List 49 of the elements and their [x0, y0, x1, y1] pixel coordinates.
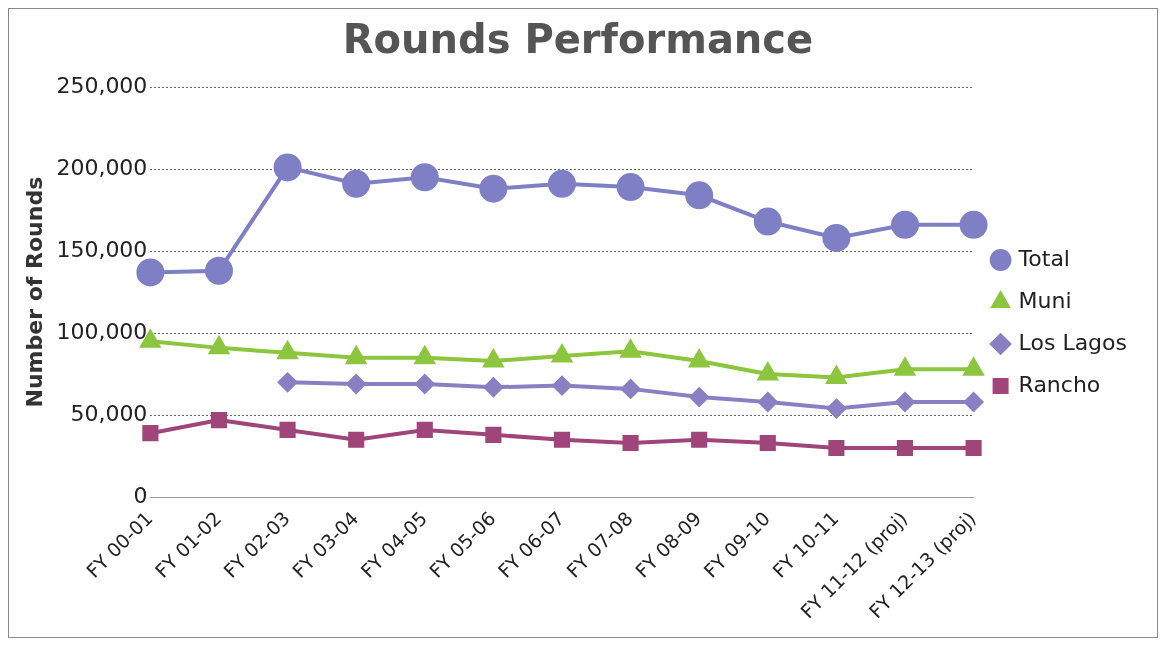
point — [753, 207, 782, 236]
point — [963, 392, 984, 413]
point — [890, 210, 919, 239]
point — [273, 153, 302, 182]
point — [342, 169, 371, 198]
point — [691, 431, 708, 448]
point — [479, 174, 508, 203]
point — [416, 421, 433, 438]
point — [828, 439, 845, 457]
y-tick-label: 100,000 — [56, 318, 148, 344]
point — [410, 163, 439, 192]
point — [277, 372, 298, 393]
y-tick-label: 50,000 — [70, 400, 148, 426]
legend-label: Muni — [1018, 287, 1072, 313]
point — [204, 256, 233, 285]
point — [896, 439, 914, 457]
point — [616, 173, 645, 202]
point — [894, 392, 915, 413]
point — [759, 434, 776, 452]
point — [483, 377, 504, 398]
point — [348, 431, 365, 448]
point — [142, 425, 159, 442]
legend-label: Los Lagos — [1018, 329, 1128, 355]
point — [965, 439, 982, 457]
point — [279, 421, 296, 438]
point — [414, 373, 435, 394]
point — [622, 434, 639, 452]
legend-label: Rancho — [1018, 371, 1101, 397]
point — [959, 210, 988, 239]
point — [136, 258, 165, 287]
point — [757, 392, 778, 413]
y-tick-label: 200,000 — [56, 154, 148, 180]
point — [346, 373, 367, 394]
point — [689, 387, 710, 408]
point — [822, 223, 851, 252]
point — [547, 169, 576, 198]
point — [620, 378, 641, 399]
point — [553, 431, 571, 448]
point — [551, 375, 572, 396]
point — [485, 426, 502, 443]
legend-label: Total — [1017, 245, 1070, 271]
y-tick-label: 150,000 — [56, 236, 148, 262]
y-tick-label: 0 — [133, 482, 148, 508]
y-axis-title: Number of Rounds — [21, 176, 47, 408]
point — [685, 181, 714, 210]
point — [826, 398, 847, 419]
point — [210, 411, 228, 429]
chart-title: Rounds Performance — [342, 16, 814, 63]
y-tick-label: 250,000 — [56, 72, 148, 98]
